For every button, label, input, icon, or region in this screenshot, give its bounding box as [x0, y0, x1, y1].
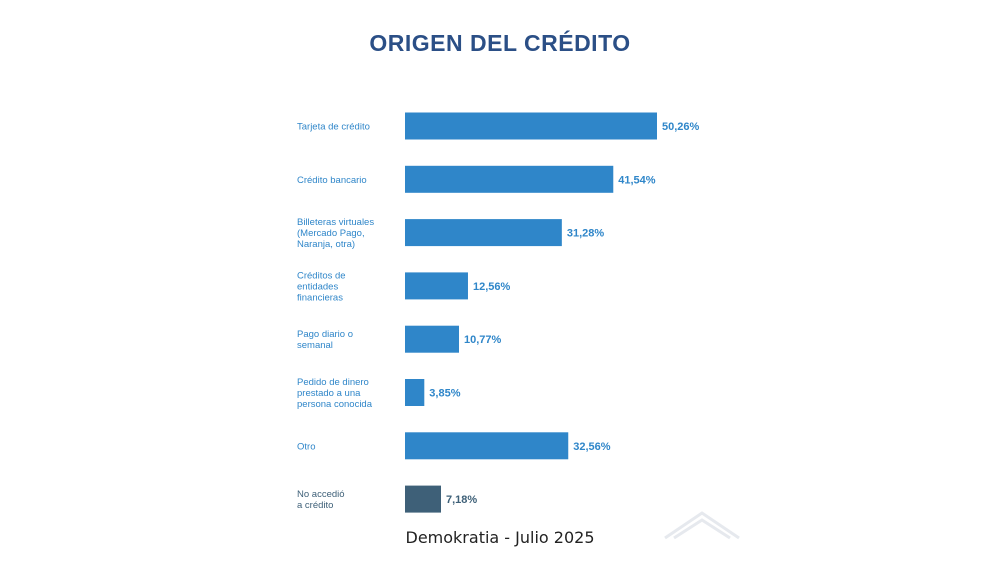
chevron-up-icon [664, 511, 740, 540]
category-label-line: entidades [297, 281, 338, 292]
category-label: Créditos de entidades financieras [297, 270, 346, 303]
chart-title: ORIGEN DEL CRÉDITO [369, 30, 631, 56]
bar-value-label: 10,77% [464, 334, 502, 346]
bars-layer: 50,26% Tarjeta de crédito 41,54% Crédito ba… [297, 112, 700, 513]
bar [405, 432, 569, 460]
bar [405, 379, 425, 406]
footer-caption: Demokratia - Julio 2025 [405, 528, 595, 547]
category-label: Pedido de dinero prestado a una persona co… [297, 377, 373, 410]
category-label-line: Tarjeta de crédito [297, 122, 370, 133]
category-label: Crédito bancario [297, 175, 367, 186]
category-label-line: Pago diario o [297, 329, 353, 340]
bar-value-label: 50,26% [662, 121, 700, 133]
category-label: Billeteras virtuales (Mercado Pago, Naranj… [297, 217, 374, 250]
category-label-line: Naranja, otra) [297, 239, 355, 250]
category-label-line: semanal [297, 340, 333, 351]
bar [405, 272, 468, 300]
bar [405, 485, 441, 513]
category-label: Tarjeta de crédito [297, 122, 370, 133]
bar-value-label: 12,56% [473, 281, 511, 293]
bar [405, 219, 562, 247]
bar-value-label: 7,18% [446, 494, 477, 506]
category-label-line: No accedió [297, 489, 345, 500]
bar-value-label: 32,56% [573, 441, 611, 453]
bar [405, 325, 459, 353]
category-label-line: financieras [297, 292, 343, 303]
category-label-line: prestado a una [297, 388, 361, 399]
category-label-line: persona conocida [297, 399, 373, 410]
category-label-line: Billeteras virtuales [297, 217, 374, 228]
bar-value-label: 41,54% [618, 174, 656, 186]
category-label-line: (Mercado Pago, [297, 228, 365, 239]
category-label-line: Pedido de dinero [297, 377, 369, 388]
category-label-line: a crédito [297, 500, 333, 511]
category-label: Otro [297, 441, 315, 452]
bar [405, 165, 614, 193]
category-label: Pago diario o semanal [297, 329, 353, 351]
bar-value-label: 31,28% [567, 228, 605, 240]
bar [405, 112, 657, 140]
category-label: No accedió a crédito [297, 489, 345, 511]
bar-value-label: 3,85% [429, 388, 460, 400]
category-label-line: Otro [297, 441, 315, 452]
category-label-line: Créditos de [297, 270, 346, 281]
category-label-line: Crédito bancario [297, 175, 367, 186]
